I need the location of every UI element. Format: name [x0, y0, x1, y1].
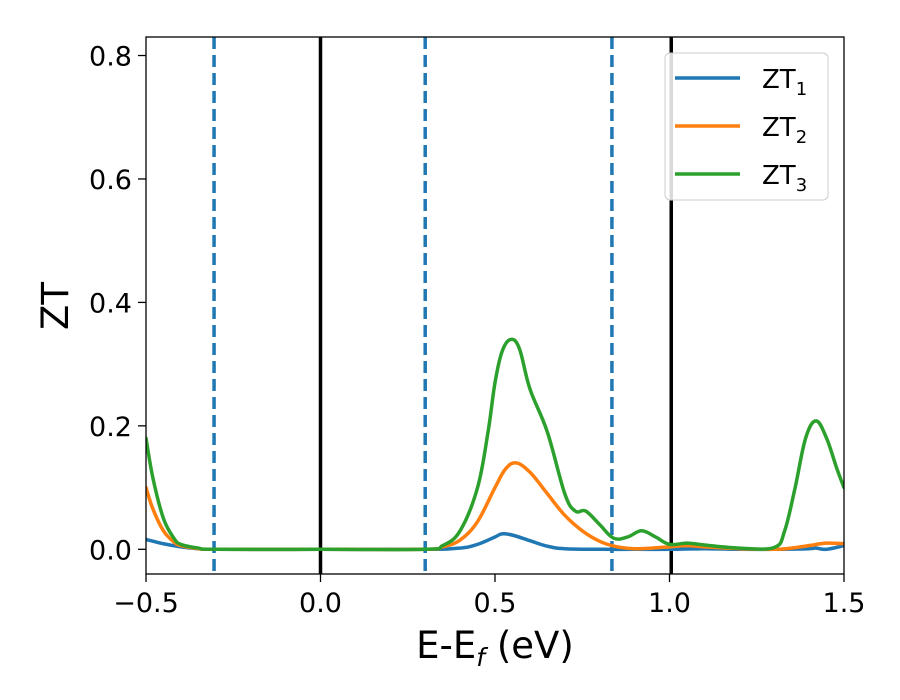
y-tick-label: 0.0 — [89, 535, 132, 566]
y-tick-label: 0.2 — [89, 412, 132, 443]
y-tick-label: 0.4 — [89, 288, 132, 319]
series-lines — [146, 337, 844, 552]
reference-lines — [212, 37, 673, 574]
x-axis-ticks: −0.5 0.0 0.5 1.0 1.5 — [113, 574, 865, 619]
legend-label-zt3: ZT3 — [762, 161, 807, 196]
x-tick-label: 1.0 — [648, 588, 691, 619]
series-line-zt3 — [146, 337, 844, 552]
y-axis-label: ZT — [34, 282, 77, 330]
x-tick-label: 1.5 — [823, 588, 866, 619]
y-tick-label: 0.6 — [89, 165, 132, 196]
x-tick-label: 0.0 — [299, 588, 342, 619]
x-axis-label: E-Ef (eV) — [416, 624, 574, 672]
y-axis-ticks: 0.0 0.2 0.4 0.6 0.8 — [89, 42, 146, 566]
x-axis-label-main: E-E — [416, 624, 476, 667]
x-axis-label-unit: (eV) — [485, 624, 574, 667]
x-tick-label: 0.5 — [474, 588, 517, 619]
legend-label-zt2: ZT2 — [762, 113, 807, 148]
legend-label-zt1: ZT1 — [762, 65, 807, 100]
y-tick-label: 0.8 — [89, 42, 132, 73]
legend-frame — [664, 52, 829, 201]
x-tick-label: −0.5 — [113, 588, 179, 619]
legend: ZT1 ZT2 ZT3 — [664, 52, 829, 201]
